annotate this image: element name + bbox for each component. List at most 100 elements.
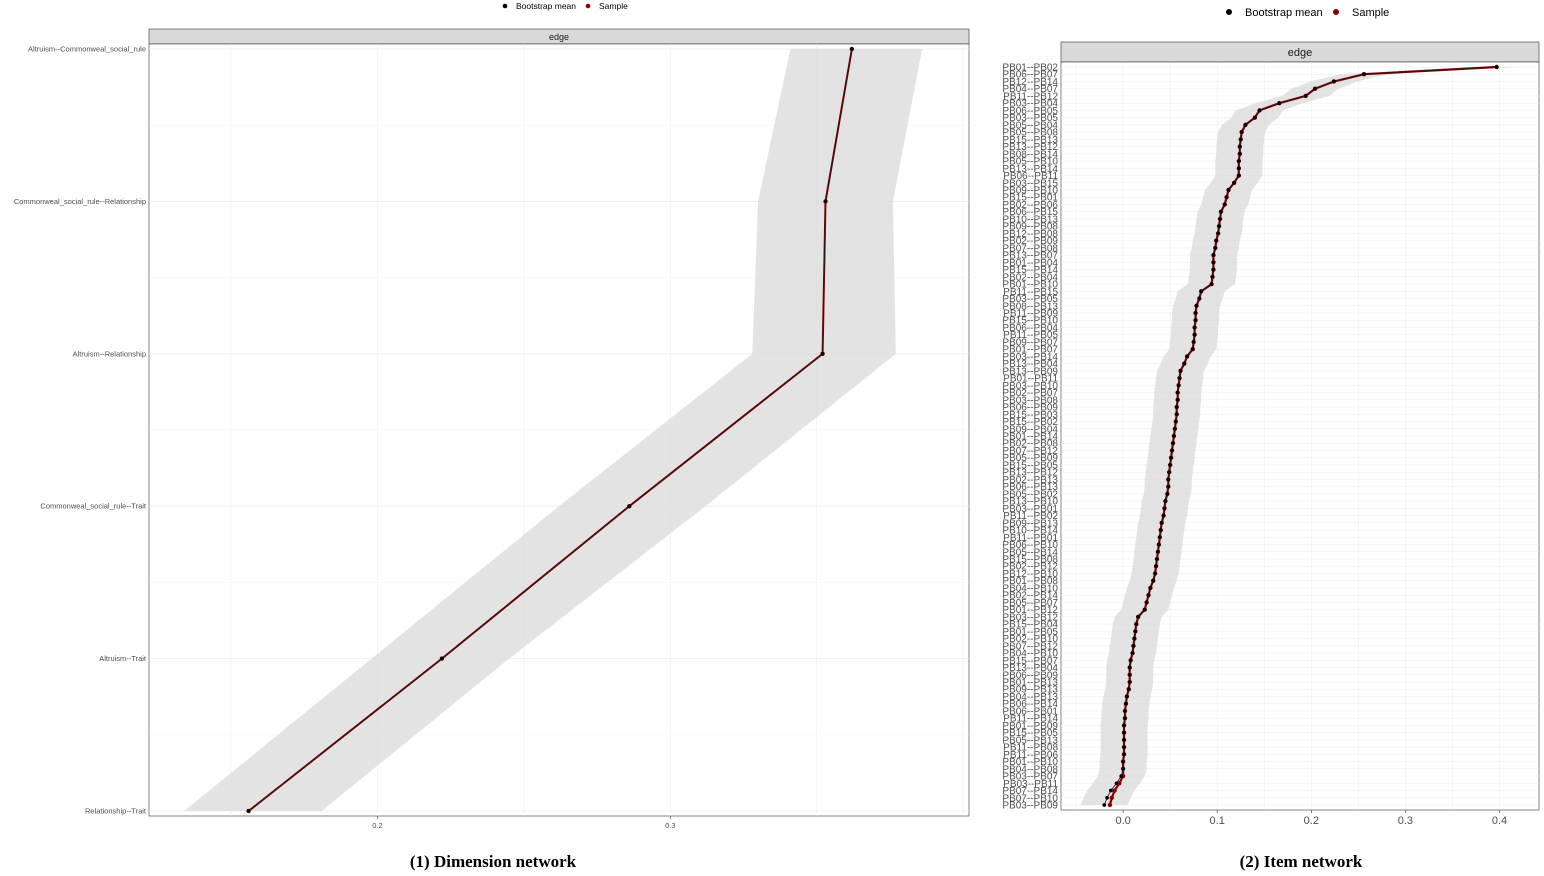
bootstrap-mean-point — [1217, 224, 1221, 229]
legend-bootstrap-marker — [1226, 9, 1232, 15]
y-tick-label: PB03--PB01 — [1002, 504, 1058, 515]
dimension-network-chart: Bootstrap mean Sample edge Altruism--Com… — [14, 1, 970, 871]
y-tick-label: PB12--PB14 — [1002, 77, 1058, 88]
bootstrap-mean-point — [1121, 766, 1125, 771]
caption-item-network: (2) Item network — [1240, 852, 1363, 871]
facet-strip-label-left: edge — [549, 32, 569, 42]
y-tick-label: PB13--PB04 — [1002, 663, 1058, 674]
bootstrap-mean-point — [1252, 115, 1257, 120]
y-tick-label: PB13--PB12 — [1002, 468, 1058, 479]
y-tick-label: PB05--PB10 — [1002, 157, 1058, 168]
y-tick-label: PB02--PB07 — [1002, 388, 1058, 399]
bootstrap-mean-point — [1122, 745, 1126, 749]
y-tick-labels-right: PB01--PB02PB06--PB07PB12--PB14PB04--PB07… — [1002, 63, 1058, 812]
y-tick-label: PB05--PB08 — [1002, 128, 1058, 139]
y-tick-label: PB10--PB14 — [1002, 526, 1058, 537]
bootstrap-mean-point — [1156, 549, 1160, 554]
y-tick-label: PB09--PB04 — [1002, 424, 1058, 435]
bootstrap-mean-point — [1173, 419, 1178, 424]
bootstrap-mean-point — [1494, 65, 1499, 69]
y-tick-label: PB11--PB06 — [1003, 750, 1058, 761]
y-tick-label: PB04--PB13 — [1002, 692, 1058, 703]
bootstrap-mean-point — [1192, 332, 1197, 337]
y-tick-label: PB10--PB13 — [1002, 214, 1058, 225]
bootstrap-mean-point — [1313, 86, 1317, 91]
y-tick-label: PB01--PB11 — [1003, 374, 1058, 385]
y-tick-label: PB04--PB08 — [1002, 764, 1058, 775]
bootstrap-mean-point — [1185, 354, 1189, 359]
y-tick-label: PB08--PB14 — [1002, 149, 1058, 160]
y-tick-label: PB04--PB07 — [1002, 84, 1058, 95]
bootstrap-mean-point — [1123, 716, 1127, 721]
y-tick-label: PB03--PB08 — [1002, 395, 1058, 406]
y-tick-label: PB06--PB01 — [1002, 706, 1058, 717]
bootstrap-mean-point — [1172, 434, 1176, 438]
bootstrap-mean-point — [1128, 658, 1133, 663]
bootstrap-mean-point — [1166, 484, 1171, 489]
y-tick-label: PB13--PB04 — [1002, 359, 1058, 370]
y-tick-label: PB02--PB06 — [1002, 200, 1058, 211]
bootstrap-mean-point — [823, 199, 828, 204]
bootstrap-mean-point — [1155, 557, 1159, 561]
y-tick-label: PB05--PB14 — [1002, 547, 1058, 558]
bootstrap-mean-point — [1167, 470, 1172, 475]
y-tick-label: PB08--PB13 — [1002, 301, 1058, 312]
bootstrap-mean-point — [1122, 738, 1126, 742]
bootstrap-ci-band — [184, 49, 923, 811]
bootstrap-mean-point — [1133, 629, 1138, 634]
legend-sample-label: Sample — [1352, 7, 1389, 19]
bootstrap-mean-point — [1191, 340, 1196, 344]
y-tick-label: PB09--PB13 — [1002, 518, 1058, 529]
y-tick-label: PB04--PB10 — [1002, 583, 1058, 594]
bootstrap-mean-point — [1172, 426, 1177, 431]
y-tick-label: PB05--PB02 — [1002, 489, 1058, 500]
legend-bootstrap-label: Bootstrap mean — [516, 1, 576, 11]
y-tick-label: PB13--PB07 — [1002, 251, 1058, 262]
y-tick-label: PB03--PB11 — [1003, 779, 1058, 790]
y-tick-label: PB05--PB04 — [1002, 120, 1058, 131]
bootstrap-mean-point — [1114, 781, 1119, 786]
y-tick-label: PB15--PB14 — [1002, 265, 1058, 276]
y-tick-label: PB15--PB03 — [1002, 410, 1058, 421]
x-tick-label: 0.2 — [1304, 815, 1319, 827]
bootstrap-mean-point — [1243, 123, 1248, 127]
y-tick-label: PB03--PB07 — [1002, 772, 1058, 783]
y-tick-label: PB02--PB08 — [1002, 439, 1058, 450]
y-tick-label: Altruism--Trait — [99, 654, 147, 663]
bootstrap-mean-point — [627, 504, 632, 509]
bootstrap-mean-point — [1222, 202, 1227, 207]
bootstrap-mean-point — [1163, 499, 1168, 503]
bootstrap-mean-point — [1127, 672, 1132, 677]
y-tick-label: PB03--PB10 — [1002, 381, 1058, 392]
bootstrap-mean-point — [1161, 513, 1166, 518]
bootstrap-mean-point — [1105, 795, 1109, 800]
bootstrap-mean-point — [1134, 622, 1139, 626]
y-tick-label: PB01--PB05 — [1002, 627, 1058, 638]
y-tick-label: PB03--PB05 — [1002, 113, 1058, 124]
points-right — [1102, 64, 1499, 808]
bootstrap-mean-line — [248, 48, 853, 812]
y-tick-label: PB11--PB14 — [1003, 714, 1058, 725]
y-tick-label: PB06--PB07 — [1002, 70, 1058, 81]
caption-dimension-network: (1) Dimension network — [410, 852, 577, 871]
bootstrap-mean-point — [1157, 535, 1162, 540]
x-tick-labels-right: 0.0 0.1 0.2 0.3 0.4 — [1115, 810, 1507, 827]
y-tick-label: PB02--PB04 — [1002, 272, 1058, 283]
y-tick-label: PB06--PB10 — [1002, 540, 1058, 551]
bootstrap-mean-point — [1174, 405, 1179, 409]
x-tick-label: 0.1 — [1210, 815, 1225, 827]
bootstrap-mean-point — [1136, 615, 1141, 619]
bootstrap-mean-point — [1214, 238, 1219, 243]
y-tick-label: PB06--PB15 — [1002, 207, 1058, 218]
bootstrap-mean-point — [1132, 636, 1137, 641]
y-tick-label: PB15--PB01 — [1002, 193, 1058, 204]
y-tick-label: PB09--PB10 — [1002, 186, 1058, 197]
y-tick-label: PB01--PB02 — [1002, 63, 1058, 74]
bootstrap-mean-point — [1122, 752, 1126, 757]
bootstrap-mean-point — [1124, 694, 1129, 699]
bootstrap-mean-point — [1166, 477, 1171, 482]
bootstrap-mean-point — [1237, 151, 1242, 156]
bootstrap-mean-point — [1193, 318, 1198, 323]
bootstrap-mean-point — [1211, 267, 1216, 272]
y-tick-label: PB13--PB09 — [1002, 366, 1058, 377]
